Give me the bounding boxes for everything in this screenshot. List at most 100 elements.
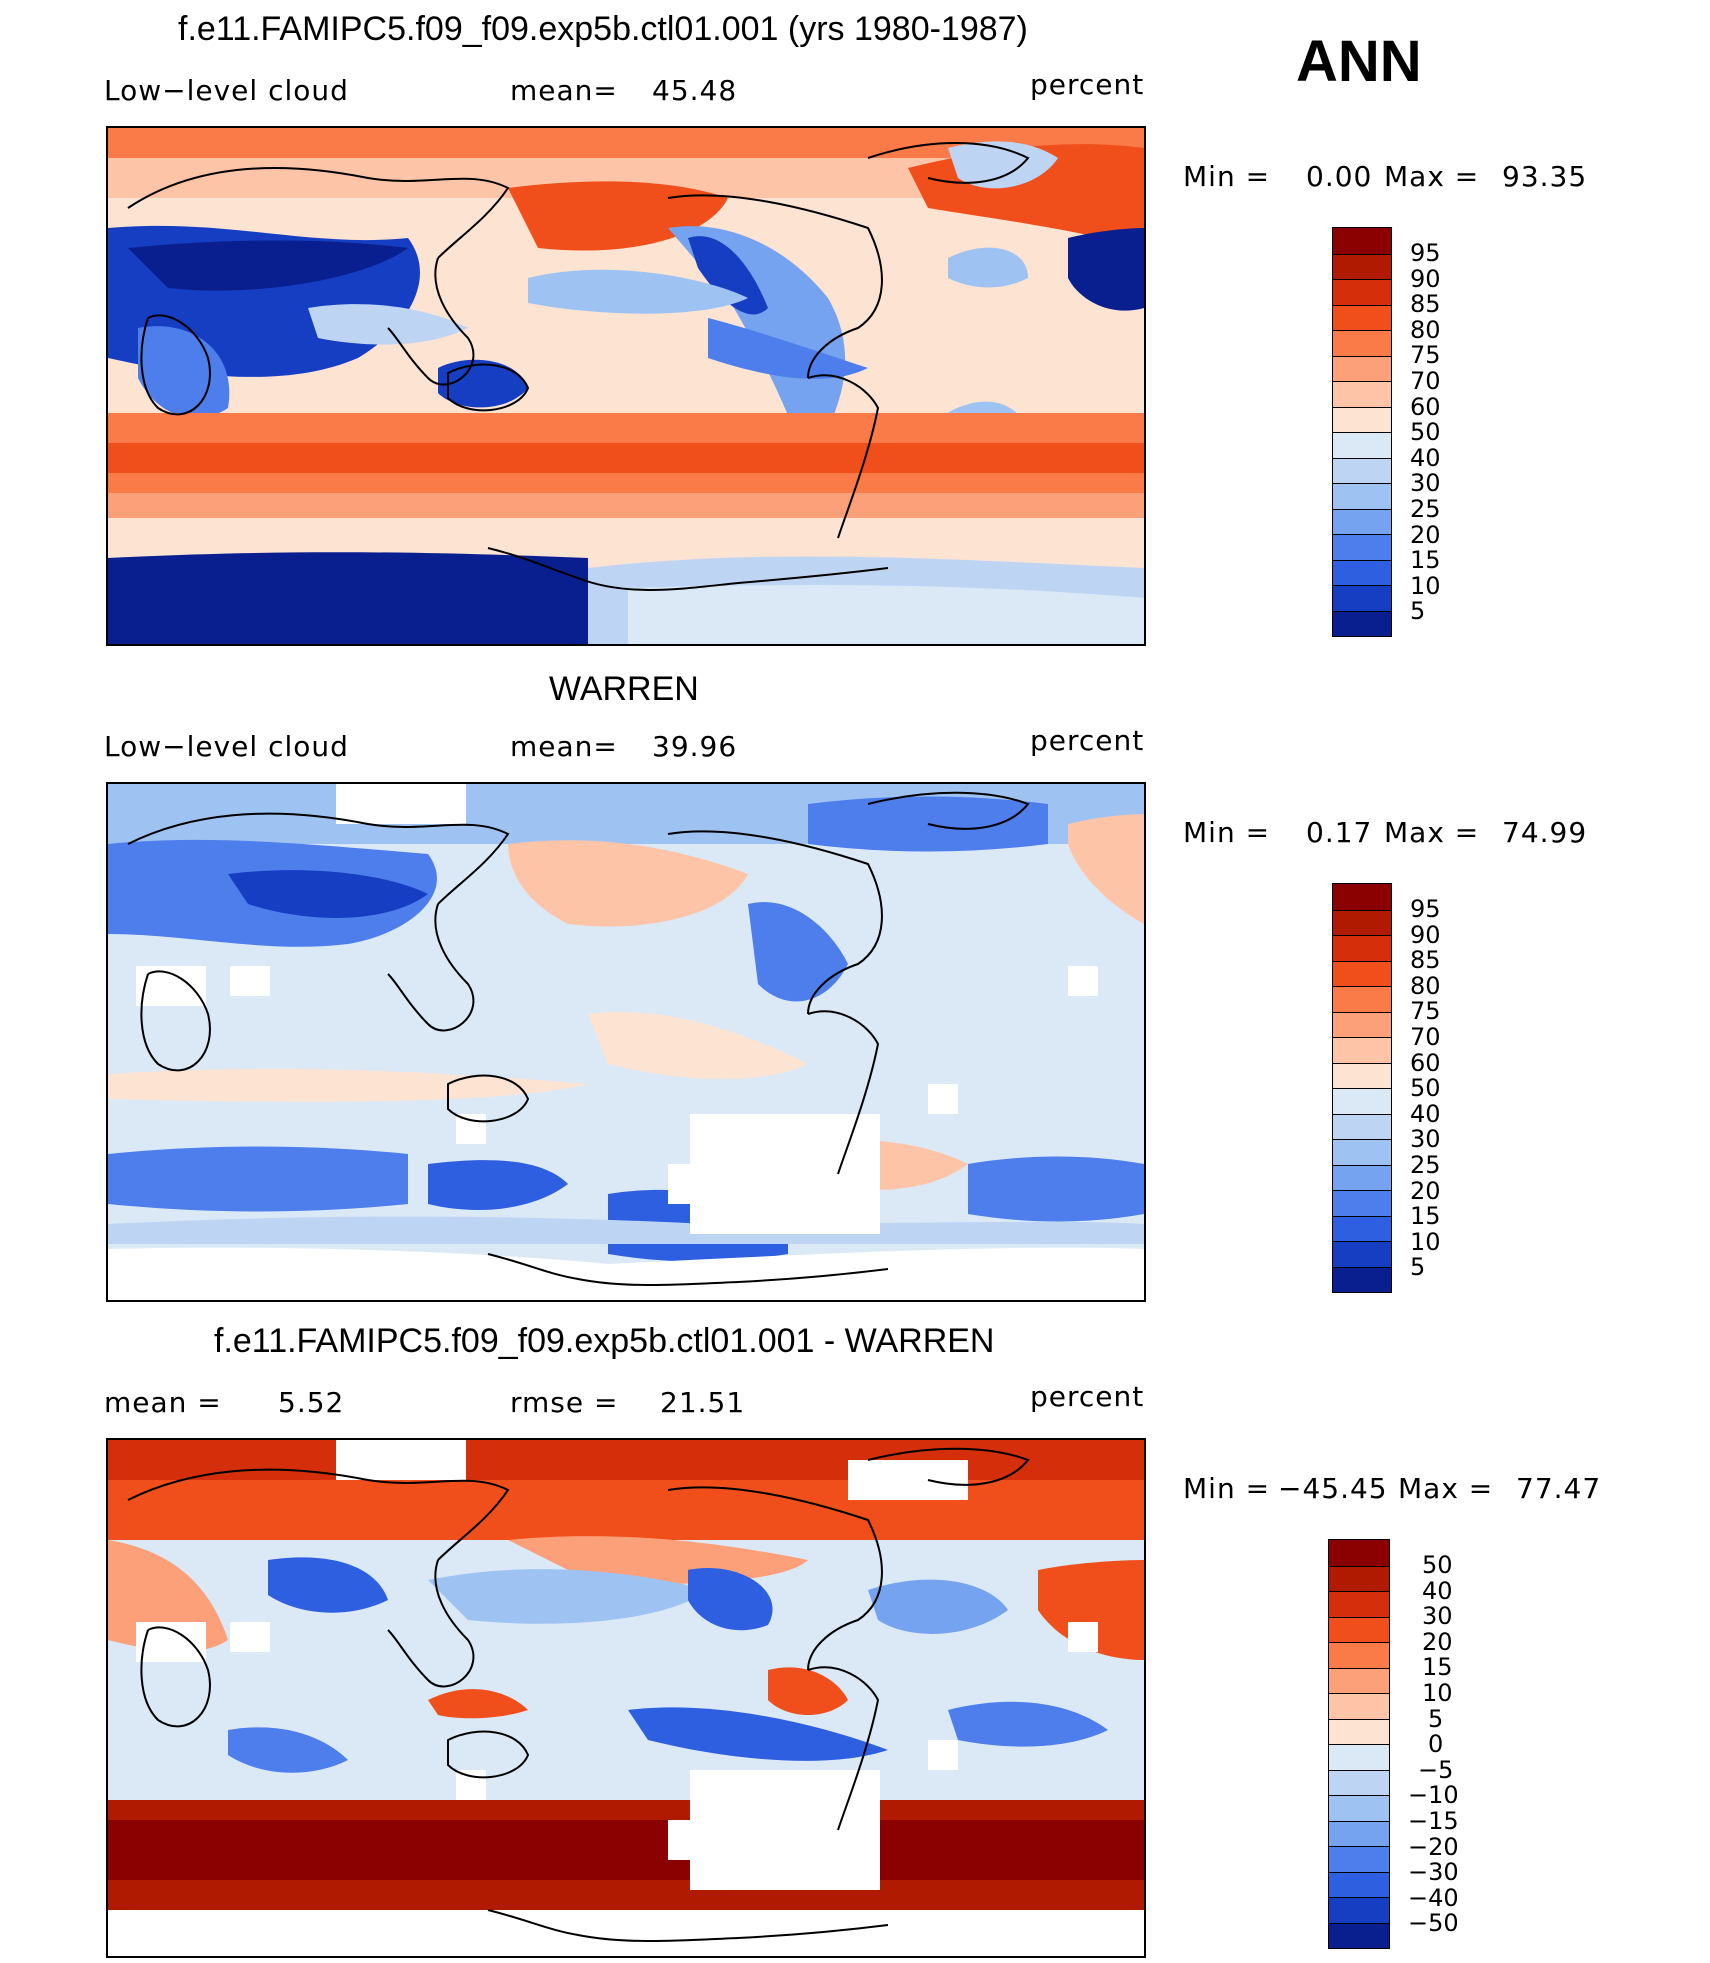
colorbar-tick: 85: [1410, 290, 1441, 319]
panel2-max-label: Max =: [1384, 816, 1480, 849]
colorbar-segment: [1329, 1846, 1389, 1872]
panel1-mean-label: mean=: [510, 74, 618, 107]
colorbar-segment: [1333, 960, 1391, 986]
colorbar-segment: [1329, 1667, 1389, 1693]
colorbar-tick: 85: [1410, 946, 1441, 975]
colorbar-segment: [1329, 1616, 1389, 1642]
panel2-mean-value: 39.96: [652, 730, 738, 763]
colorbar-tick: 95: [1410, 239, 1441, 267]
colorbar-tick: −30: [1408, 1858, 1459, 1887]
panel2-units: percent: [1030, 724, 1145, 757]
colorbar-tick: −20: [1408, 1832, 1459, 1861]
colorbar-tick: 25: [1410, 1151, 1441, 1179]
colorbar-tick: 30: [1422, 1602, 1453, 1631]
colorbar-segment: [1333, 585, 1391, 611]
colorbar-segment: [1333, 1215, 1391, 1241]
colorbar-tick: 60: [1410, 392, 1441, 421]
colorbar-segment: [1333, 1037, 1391, 1063]
panel2-min-value: 0.17: [1306, 816, 1373, 849]
colorbar-tick: 20: [1410, 1176, 1441, 1205]
colorbar-segment: [1333, 1088, 1391, 1114]
panel1-map: [106, 126, 1146, 646]
panel3-map: [106, 1438, 1146, 1958]
panel3-max-value: 77.47: [1516, 1472, 1602, 1505]
colorbar-segment: [1333, 559, 1391, 585]
panel3-title: f.e11.FAMIPC5.f09_f09.exp5b.ctl01.001 - …: [214, 1322, 995, 1360]
colorbar-segment: [1329, 1718, 1389, 1744]
colorbar-tick: 40: [1422, 1576, 1453, 1605]
colorbar-segment: [1333, 534, 1391, 560]
colorbar-tick: 5: [1410, 597, 1426, 626]
colorbar-tick: 5: [1428, 1704, 1444, 1733]
panel1-min-label: Min =: [1183, 160, 1271, 193]
colorbar-segment: [1329, 1642, 1389, 1668]
colorbar-segment: [1329, 1820, 1389, 1846]
panel1-colorbar-ticks: 95 90 85 80 75 70 60 50 40 30 25 20 15 1…: [1410, 241, 1470, 631]
colorbar-segment: [1333, 406, 1391, 432]
colorbar-tick: 75: [1410, 997, 1441, 1026]
colorbar-segment: [1333, 986, 1391, 1012]
colorbar-tick: 20: [1422, 1627, 1453, 1656]
colorbar-tick: 50: [1410, 1074, 1441, 1103]
colorbar-segment: [1329, 1540, 1389, 1566]
colorbar-tick: 10: [1422, 1679, 1453, 1707]
panel1-mean-value: 45.48: [652, 74, 738, 107]
panel2-variable-label: Low−level cloud: [104, 730, 349, 763]
colorbar-segment: [1333, 483, 1391, 509]
panel1-title: f.e11.FAMIPC5.f09_f09.exp5b.ctl01.001 (y…: [178, 10, 1028, 48]
colorbar-tick: 25: [1410, 495, 1441, 523]
colorbar-tick: 30: [1410, 469, 1441, 498]
colorbar-segment: [1333, 355, 1391, 381]
panel3-max-label: Max =: [1398, 1472, 1494, 1505]
colorbar-segment: [1329, 1795, 1389, 1821]
colorbar-segment: [1333, 884, 1391, 910]
colorbar-segment: [1333, 304, 1391, 330]
panel3-rmse-label: rmse =: [510, 1386, 619, 1419]
colorbar-segment: [1333, 508, 1391, 534]
colorbar-tick: 10: [1410, 571, 1441, 600]
colorbar-tick: 40: [1410, 1099, 1441, 1128]
panel1-colorbar-segments: [1333, 228, 1391, 636]
colorbar-segment: [1333, 228, 1391, 254]
panel3-mean-label: mean =: [104, 1386, 222, 1419]
panel3-colorbar: [1328, 1539, 1390, 1949]
colorbar-segment: [1333, 1241, 1391, 1267]
colorbar-tick: 0: [1428, 1730, 1444, 1759]
colorbar-segment: [1329, 1565, 1389, 1591]
colorbar-segment: [1333, 253, 1391, 279]
panel1-variable-label: Low−level cloud: [104, 74, 349, 107]
panel3-colorbar-ticks: 50 40 30 20 15 10 5 0 −5 −10 −15 −20 −30…: [1408, 1553, 1478, 1943]
panel3-mean-value: 5.52: [278, 1386, 345, 1419]
colorbar-tick: 15: [1422, 1653, 1453, 1682]
panel3-min-label: Min =: [1183, 1472, 1271, 1505]
colorbar-segment: [1329, 1871, 1389, 1897]
panel3-units: percent: [1030, 1380, 1145, 1413]
colorbar-segment: [1333, 1190, 1391, 1216]
colorbar-tick: 95: [1410, 895, 1441, 923]
colorbar-tick: 5: [1410, 1253, 1426, 1282]
colorbar-segment: [1333, 935, 1391, 961]
colorbar-segment: [1333, 1266, 1391, 1292]
colorbar-segment: [1333, 457, 1391, 483]
colorbar-tick: −50: [1408, 1909, 1459, 1938]
colorbar-segment: [1333, 1011, 1391, 1037]
colorbar-segment: [1329, 1922, 1389, 1948]
season-label: ANN: [1296, 29, 1422, 94]
colorbar-segment: [1333, 432, 1391, 458]
colorbar-segment: [1333, 610, 1391, 636]
colorbar-tick: 80: [1410, 971, 1441, 1000]
colorbar-segment: [1333, 330, 1391, 356]
panel1-max-label: Max =: [1384, 160, 1480, 193]
panel2-max-value: 74.99: [1502, 816, 1588, 849]
colorbar-tick: 20: [1410, 520, 1441, 549]
colorbar-tick: 40: [1410, 443, 1441, 472]
colorbar-segment: [1329, 1591, 1389, 1617]
colorbar-segment: [1333, 909, 1391, 935]
colorbar-segment: [1329, 1693, 1389, 1719]
colorbar-tick: −40: [1408, 1883, 1459, 1912]
colorbar-tick: −10: [1408, 1781, 1459, 1810]
colorbar-tick: −5: [1418, 1755, 1454, 1784]
panel1-colorbar: [1332, 227, 1392, 637]
panel2-title: WARREN: [549, 670, 699, 708]
colorbar-tick: 70: [1410, 367, 1441, 395]
